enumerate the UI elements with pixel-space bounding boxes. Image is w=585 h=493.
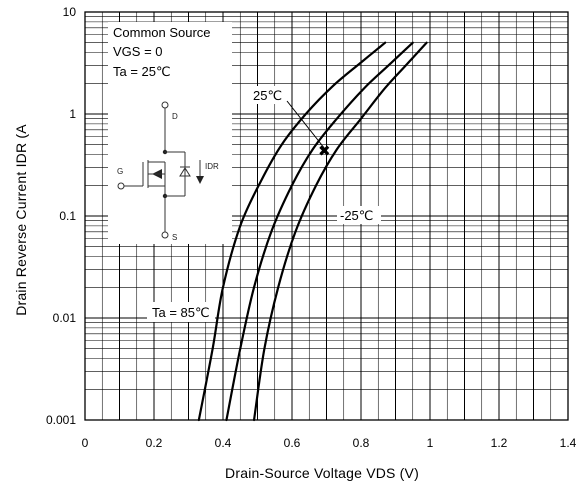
body-diode-icon — [179, 167, 191, 177]
x-tick-label: 1 — [427, 436, 434, 450]
plot-frame — [84, 11, 569, 421]
current-label: IDR — [205, 162, 219, 171]
mosfet-schematic: D G S IDR — [117, 101, 219, 242]
conditions-annotation: Common Source VGS = 0 Ta = 25℃ D G — [108, 22, 232, 244]
source-label: S — [172, 233, 177, 242]
series-labels: Ta = 85℃ 25℃ -25℃ ✖ — [147, 86, 381, 322]
series-line-2 — [252, 41, 428, 422]
y-tick-labels: 0.001 0.01 0.1 1 10 — [46, 5, 76, 427]
series-label-m25: -25℃ — [340, 208, 373, 223]
series-label-25-bg — [251, 86, 287, 104]
y-tick-label: 0.1 — [59, 209, 76, 223]
gate-label: G — [117, 167, 123, 176]
condition-line-2: VGS = 0 — [113, 44, 163, 59]
condition-line-3: Ta = 25℃ — [113, 64, 171, 79]
source-terminal — [161, 231, 169, 239]
gate-terminal — [117, 182, 125, 190]
series-label-85: Ta = 85℃ — [152, 305, 210, 320]
conditions-box — [108, 22, 232, 244]
series-label-25-leader — [286, 100, 326, 150]
series-curves — [197, 41, 428, 422]
series-label-85-bg — [147, 302, 215, 322]
series-label-m25-bg — [337, 206, 381, 224]
series-line-0 — [197, 41, 387, 422]
condition-line-1: Common Source — [113, 25, 211, 40]
x-tick-label: 0.8 — [353, 436, 370, 450]
x-tick-label: 0.6 — [284, 436, 301, 450]
y-axis-title: Drain Reverse Current IDR (A — [13, 124, 29, 316]
x-tick-label: 1.4 — [560, 436, 577, 450]
series-marker-icon: ✖ — [318, 143, 331, 160]
series-line-1 — [225, 41, 414, 422]
x-tick-label: 0 — [82, 436, 89, 450]
y-tick-label: 0.01 — [53, 311, 77, 325]
x-tick-label: 0.2 — [146, 436, 163, 450]
x-tick-label: 1.2 — [491, 436, 508, 450]
x-tick-label: 0.4 — [215, 436, 232, 450]
current-arrow-icon — [196, 176, 204, 184]
series-label-25: 25℃ — [253, 88, 282, 103]
y-tick-label: 0.001 — [46, 413, 76, 427]
y-tick-label: 1 — [69, 107, 76, 121]
x-axis-title: Drain-Source Voltage VDS (V) — [225, 465, 419, 481]
x-tick-labels: 0 0.2 0.4 0.6 0.8 1 1.2 1.4 — [82, 436, 577, 450]
y-tick-label: 10 — [63, 5, 77, 19]
drain-label: D — [172, 112, 178, 121]
